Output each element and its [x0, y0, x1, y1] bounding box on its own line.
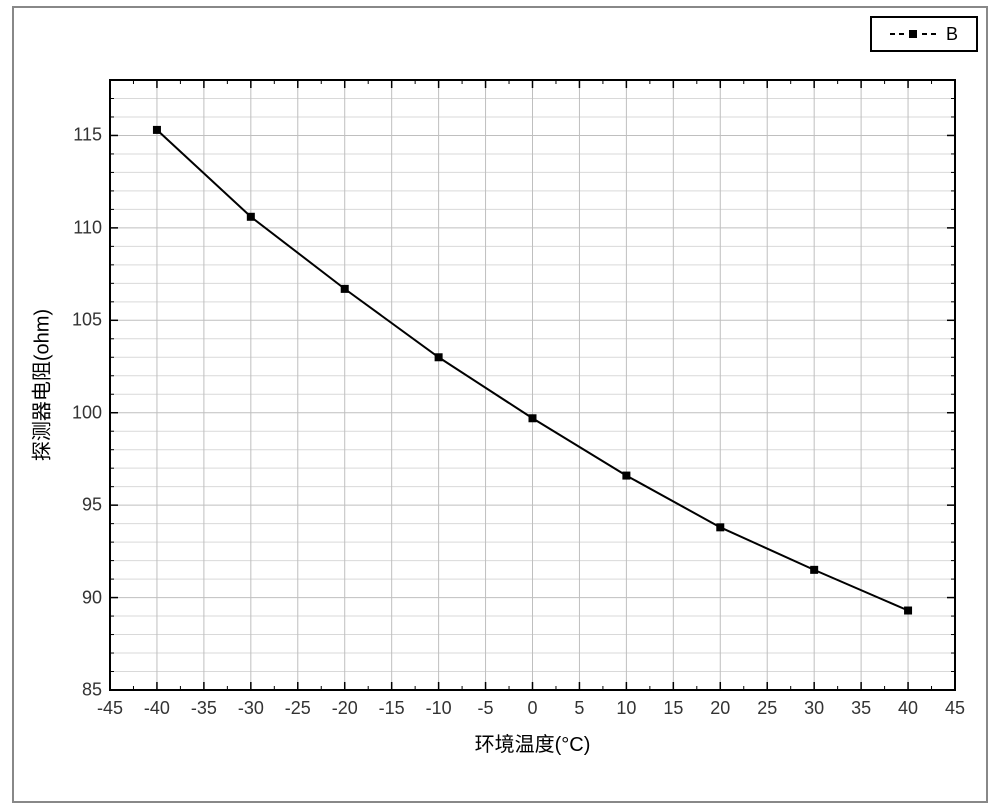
- ytick-label: 85: [68, 680, 102, 701]
- series-marker: [810, 566, 818, 574]
- xtick-label: 30: [804, 698, 824, 719]
- xtick-label: 20: [710, 698, 730, 719]
- xtick-label: -15: [379, 698, 405, 719]
- legend-label: B: [946, 24, 958, 45]
- xtick-label: -25: [285, 698, 311, 719]
- xtick-label: 15: [663, 698, 683, 719]
- x-axis-label: 环境温度(°C): [475, 728, 591, 757]
- legend: B: [870, 16, 978, 52]
- series-marker: [622, 472, 630, 480]
- ytick-label: 95: [68, 495, 102, 516]
- ytick-label: 115: [68, 125, 102, 146]
- xtick-label: -5: [478, 698, 494, 719]
- xtick-label: -40: [144, 698, 170, 719]
- xtick-label: -20: [332, 698, 358, 719]
- xtick-label: 35: [851, 698, 871, 719]
- ytick-label: 100: [68, 402, 102, 423]
- series-marker: [153, 126, 161, 134]
- xtick-label: 40: [898, 698, 918, 719]
- series-marker: [904, 607, 912, 615]
- xtick-label: -45: [97, 698, 123, 719]
- series-marker: [247, 213, 255, 221]
- series-marker: [529, 414, 537, 422]
- ytick-label: 90: [68, 587, 102, 608]
- xtick-label: -30: [238, 698, 264, 719]
- ytick-label: 105: [68, 310, 102, 331]
- xtick-label: 0: [527, 698, 537, 719]
- xtick-label: 45: [945, 698, 965, 719]
- xtick-label: -10: [426, 698, 452, 719]
- chart-svg: [0, 0, 1000, 809]
- xtick-label: 25: [757, 698, 777, 719]
- series-marker: [435, 353, 443, 361]
- series-marker: [716, 523, 724, 531]
- y-axis-label: 探测器电阻(ohm): [26, 309, 55, 461]
- ytick-label: 110: [68, 217, 102, 238]
- xtick-label: 5: [574, 698, 584, 719]
- xtick-label: -35: [191, 698, 217, 719]
- xtick-label: 10: [616, 698, 636, 719]
- legend-marker-icon: [890, 27, 936, 41]
- series-marker: [341, 285, 349, 293]
